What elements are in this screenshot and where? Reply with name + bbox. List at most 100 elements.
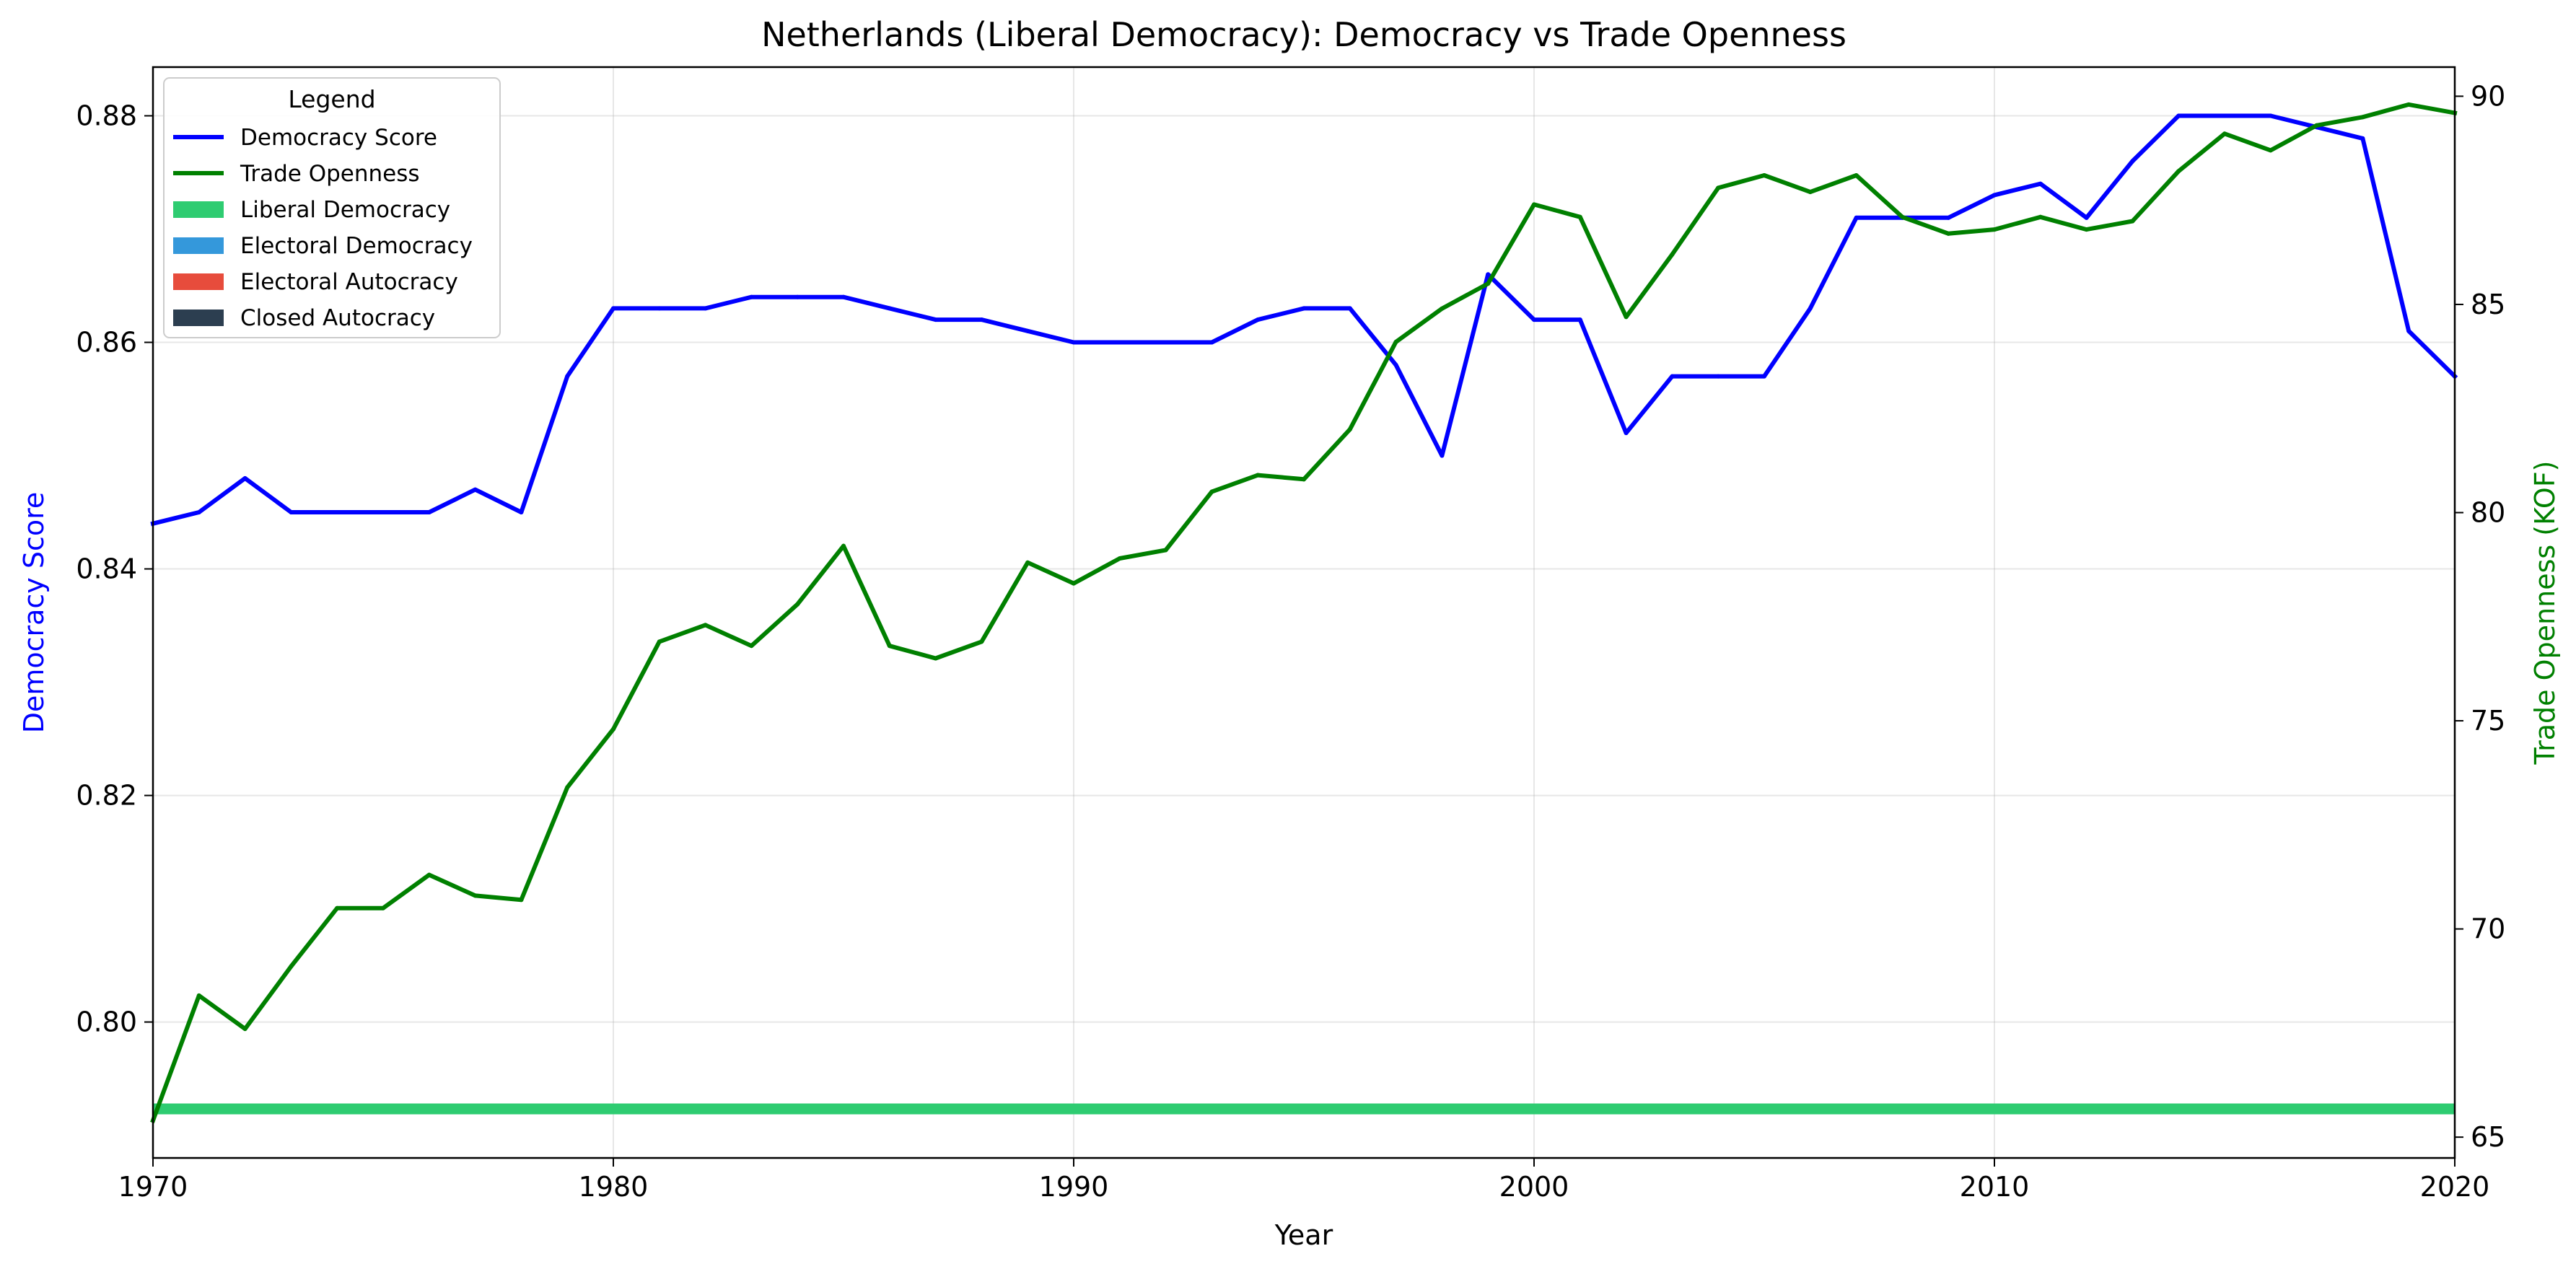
data-point <box>519 510 524 515</box>
data-point <box>703 623 708 628</box>
data-point <box>1900 214 1905 219</box>
data-point <box>519 898 524 903</box>
data-point <box>2314 123 2319 128</box>
data-point <box>841 294 846 299</box>
data-point <box>2084 215 2089 220</box>
y-right-tick-label: 65 <box>2471 1121 2505 1153</box>
data-point <box>1209 489 1214 494</box>
y-axis-left: 0.80 0.82 0.84 0.86 0.88 <box>76 100 153 1038</box>
data-point <box>795 294 800 299</box>
x-tick-label: 2010 <box>1960 1171 2030 1203</box>
data-point <box>1808 306 1813 311</box>
data-point <box>933 656 938 661</box>
y-left-tick-label: 0.84 <box>76 553 137 585</box>
data-point <box>2222 113 2227 118</box>
legend-entry-label: Democracy Score <box>240 125 437 151</box>
y-right-tick-label: 70 <box>2471 913 2505 945</box>
y-axis-right: 65 70 75 80 85 90 <box>2455 80 2505 1153</box>
data-point <box>1393 339 1398 344</box>
data-point <box>196 510 201 515</box>
x-axis: 1970 1980 1990 2000 2010 2020 <box>118 1158 2489 1203</box>
plot-frame <box>152 66 2456 1159</box>
legend-swatch-patch <box>173 201 224 218</box>
y-axis-left-title: Democracy Score <box>18 492 50 734</box>
legend-entry-label: Electoral Democracy <box>240 233 473 259</box>
data-point <box>933 317 938 322</box>
legend-title: Legend <box>288 85 375 113</box>
y-right-tick-label: 80 <box>2471 496 2505 528</box>
x-tick-label: 1980 <box>579 1171 649 1203</box>
data-point <box>1163 340 1168 345</box>
data-point <box>1992 227 1997 232</box>
data-point <box>749 294 754 299</box>
data-point <box>657 306 662 311</box>
data-point <box>1854 215 1859 220</box>
data-point <box>1209 340 1214 345</box>
y-right-tick-label: 75 <box>2471 705 2505 737</box>
data-point <box>1762 173 1766 178</box>
x-tick-label: 1990 <box>1039 1171 1109 1203</box>
data-point <box>887 644 892 649</box>
y-right-tick-label: 85 <box>2471 289 2505 320</box>
data-point <box>1256 473 1261 478</box>
data-point <box>979 639 984 644</box>
data-point <box>1163 548 1168 553</box>
data-point <box>1716 185 1721 190</box>
data-point <box>703 306 708 311</box>
legend-swatch-patch <box>173 237 224 254</box>
data-point <box>1670 374 1675 379</box>
data-point <box>2130 159 2135 164</box>
y-left-tick-label: 0.82 <box>76 780 137 812</box>
grid-layer <box>152 67 2455 1158</box>
data-point <box>335 510 340 515</box>
y-left-tick-label: 0.80 <box>76 1006 137 1038</box>
data-point <box>611 727 615 732</box>
legend-swatch-patch <box>173 273 224 290</box>
data-point <box>2222 131 2227 136</box>
y-left-tick-label: 0.86 <box>76 327 137 359</box>
data-point <box>1256 317 1261 322</box>
data-point <box>1025 560 1030 565</box>
data-point <box>887 306 892 311</box>
data-point <box>2176 113 2181 118</box>
data-point <box>1992 193 1997 198</box>
data-point <box>1072 581 1076 586</box>
data-point <box>1716 374 1721 379</box>
data-point <box>2038 214 2043 219</box>
data-point <box>473 487 478 492</box>
data-point <box>1946 215 1951 220</box>
x-tick-label: 1970 <box>118 1171 188 1203</box>
data-point <box>2360 115 2365 120</box>
data-point <box>1808 190 1813 195</box>
data-point <box>381 905 385 910</box>
data-point <box>1532 202 1536 207</box>
data-point <box>1486 272 1491 277</box>
data-point <box>1072 340 1076 345</box>
y-left-tick-label: 0.88 <box>76 100 137 132</box>
data-point <box>1624 431 1629 436</box>
data-point <box>2130 219 2135 224</box>
legend-entry-label: Electoral Autocracy <box>240 269 458 295</box>
data-point <box>657 639 662 644</box>
data-point <box>1577 317 1582 322</box>
data-point <box>1670 252 1675 257</box>
data-point <box>2406 102 2411 107</box>
x-tick-label: 2000 <box>1499 1171 1569 1203</box>
data-point <box>242 475 247 480</box>
data-point <box>1440 306 1445 311</box>
data-point <box>1762 374 1766 379</box>
legend-entry-label: Liberal Democracy <box>240 197 450 223</box>
data-point <box>1117 340 1122 345</box>
y-axis-right-title: Trade Openness (KOF) <box>2529 460 2561 765</box>
data-point <box>1302 306 1306 311</box>
series-democracy-score <box>150 113 2458 527</box>
data-point <box>1577 214 1582 219</box>
series-layer <box>150 102 2458 1123</box>
legend-entries: Democracy Score Trade Openness Liberal Dem… <box>173 125 473 331</box>
data-point <box>1946 231 1951 236</box>
series-trade-openness <box>150 102 2458 1123</box>
data-point <box>2176 169 2181 174</box>
data-point <box>242 1027 247 1032</box>
